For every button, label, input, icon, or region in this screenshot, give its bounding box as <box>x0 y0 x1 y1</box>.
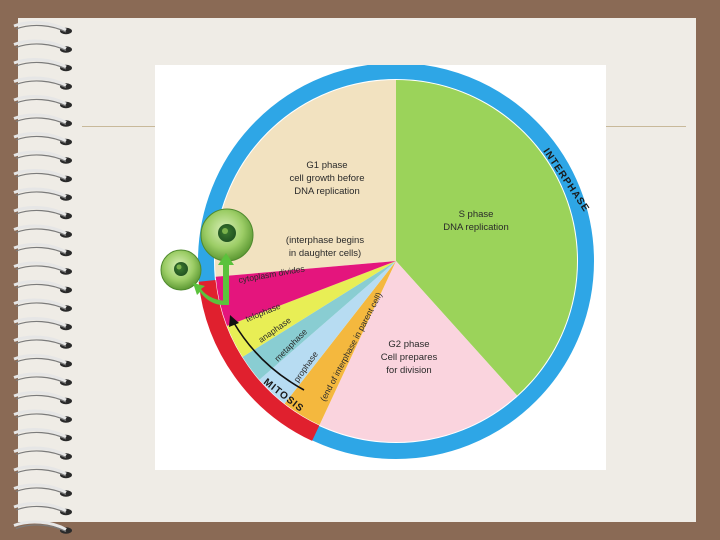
spiral-coil <box>13 21 67 32</box>
spiral-coil <box>13 113 67 124</box>
spiral-coil <box>13 335 67 346</box>
spiral-coil <box>13 280 67 291</box>
spiral-coil-shadow <box>15 320 67 329</box>
spiral-coil <box>13 372 67 383</box>
daughter-cell-icon <box>200 208 254 262</box>
spiral-coil-shadow <box>15 450 67 459</box>
g1-note-line-2: in daughter cells) <box>289 248 361 259</box>
cytokinesis-segment <box>215 261 396 326</box>
spiral-coil <box>13 428 67 439</box>
spiral-coil <box>13 520 67 531</box>
mitosis-direction-arrow-icon <box>233 322 305 391</box>
spiral-coil <box>13 224 67 235</box>
spiral-coil <box>13 187 67 198</box>
g1-line-2: DNA replication <box>294 186 359 197</box>
notebook-spiral-binding <box>13 21 72 534</box>
arrowhead-icon <box>229 315 239 327</box>
g1-line-1: cell growth before <box>290 173 365 184</box>
spiral-coil-shadow <box>15 117 67 126</box>
s-phase-title: S phase <box>459 209 494 220</box>
spiral-coil-shadow <box>15 191 67 200</box>
spiral-coil-shadow <box>15 413 67 422</box>
g2-line-1: Cell prepares <box>381 352 438 363</box>
spiral-coil-shadow <box>15 302 67 311</box>
mitosis-ring <box>198 279 320 441</box>
spiral-coil-shadow <box>15 283 67 292</box>
spiral-coil-shadow <box>15 172 67 181</box>
g1-title: G1 phase <box>306 160 347 171</box>
g1-note-line-1: (interphase begins <box>286 235 364 246</box>
spiral-coil-shadow <box>15 80 67 89</box>
spiral-coil <box>13 317 67 328</box>
spiral-coil-shadow <box>15 228 67 237</box>
spiral-coil-shadow <box>15 394 67 403</box>
spiral-coil-shadow <box>15 135 67 144</box>
interphase-ring <box>198 63 594 459</box>
spiral-coil-shadow <box>15 524 67 533</box>
spiral-coil <box>13 502 67 513</box>
spiral-coil-shadow <box>15 43 67 52</box>
spiral-coil <box>13 95 67 106</box>
spiral-coil <box>13 465 67 476</box>
spiral-coil <box>13 483 67 494</box>
daughter-cell-icon <box>160 249 202 291</box>
metaphase-segment <box>259 261 396 404</box>
s-phase-segment <box>396 80 577 396</box>
spiral-coil-shadow <box>15 376 67 385</box>
spiral-coil <box>13 261 67 272</box>
spiral-coil <box>13 58 67 69</box>
spiral-coil-shadow <box>15 24 67 33</box>
spiral-coil <box>13 150 67 161</box>
spiral-coil-shadow <box>15 468 67 477</box>
spiral-coil <box>13 39 67 50</box>
spiral-coil-shadow <box>15 339 67 348</box>
spiral-coil <box>13 169 67 180</box>
anaphase-segment <box>242 261 396 380</box>
spiral-coil-shadow <box>15 357 67 366</box>
telophase-segment <box>227 261 396 357</box>
spiral-coil <box>13 298 67 309</box>
spiral-coil-shadow <box>15 209 67 218</box>
division-arrow-icon <box>193 253 234 305</box>
spiral-coil-shadow <box>15 487 67 496</box>
spiral-coil <box>13 391 67 402</box>
spiral-coil-shadow <box>15 265 67 274</box>
cell-cycle-diagram: INTERPHASE MITOSIS G1 phase cell growth … <box>160 63 594 459</box>
spiral-coil <box>13 243 67 254</box>
spiral-coil <box>13 409 67 420</box>
spiral-coil-shadow <box>15 505 67 514</box>
prophase-segment <box>284 261 396 426</box>
spiral-coil <box>13 446 67 457</box>
spiral-coil <box>13 354 67 365</box>
spiral-coil <box>13 76 67 87</box>
cell-cycle-figure: INTERPHASE MITOSIS G1 phase cell growth … <box>155 63 606 470</box>
spiral-coil-shadow <box>15 246 67 255</box>
spiral-coil <box>13 132 67 143</box>
spiral-coil-shadow <box>15 154 67 163</box>
spiral-coil-shadow <box>15 98 67 107</box>
spiral-coil-shadow <box>15 431 67 440</box>
spiral-coil-shadow <box>15 61 67 70</box>
g1-segment <box>215 80 396 277</box>
g2-line-2: for division <box>386 365 431 376</box>
g2-title: G2 phase <box>388 339 429 350</box>
g2-segment <box>319 261 518 442</box>
s-phase-line-1: DNA replication <box>443 222 508 233</box>
spiral-coil <box>13 206 67 217</box>
